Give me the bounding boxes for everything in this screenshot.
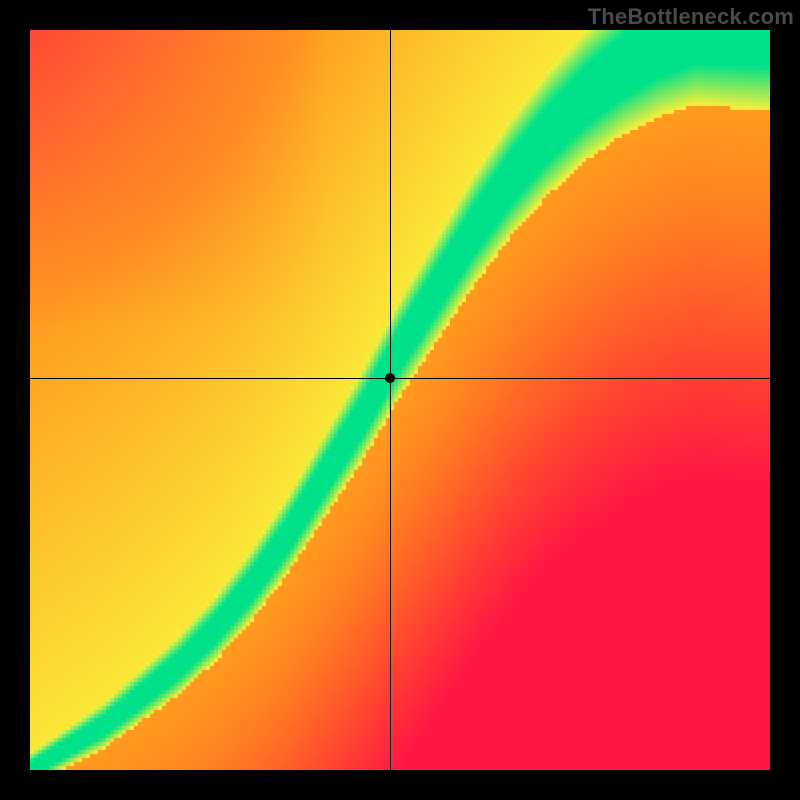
crosshair-horizontal bbox=[30, 378, 770, 379]
watermark-text: TheBottleneck.com bbox=[588, 4, 794, 30]
plot-area bbox=[30, 30, 770, 770]
crosshair-vertical bbox=[390, 30, 391, 770]
crosshair-marker bbox=[385, 373, 395, 383]
chart-container: TheBottleneck.com bbox=[0, 0, 800, 800]
heatmap-canvas bbox=[30, 30, 770, 770]
